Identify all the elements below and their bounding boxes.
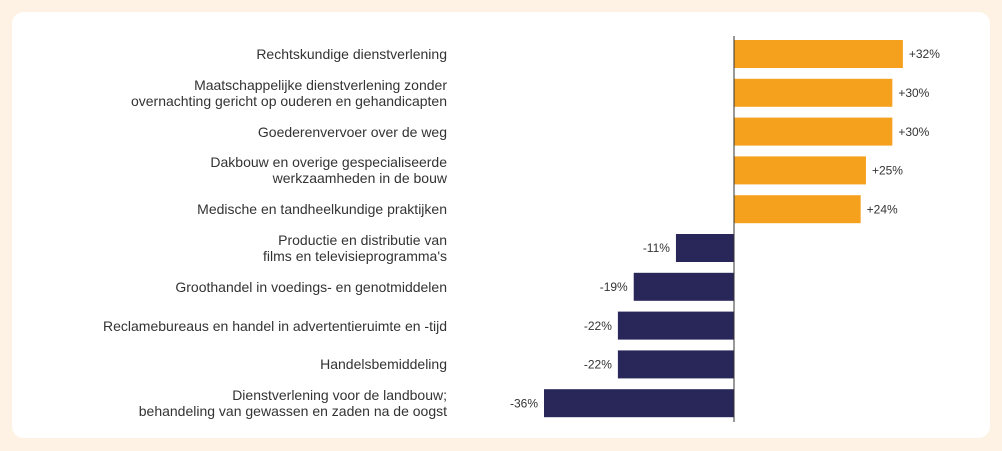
bar [675, 234, 734, 262]
category-label: Groothandel in voedings- en genotmiddele… [175, 278, 447, 295]
bar [734, 156, 866, 185]
category-label: Goederenvervoer over de weg [257, 123, 447, 140]
bar [617, 311, 734, 340]
value-label: -22% [584, 358, 612, 372]
category-label: Dakbouw en overige gespecialiseerde werk… [210, 154, 447, 187]
category-label: Reclamebureaus en handel in advertentier… [103, 317, 447, 334]
value-label: +30% [898, 125, 929, 139]
bar [734, 117, 893, 146]
value-label: -19% [600, 280, 628, 294]
value-label: -36% [510, 396, 538, 410]
value-label: +32% [909, 47, 940, 61]
value-label: -11% [643, 241, 670, 255]
value-label: +24% [867, 202, 898, 216]
bar [734, 40, 903, 68]
category-label: Maatschappelijke dienstverlening zonder … [130, 76, 447, 109]
category-label: Productie en distributie van films en te… [263, 232, 447, 264]
value-label: -22% [584, 319, 612, 333]
category-label: Rechtskundige dienstverlening [256, 46, 447, 62]
bar [617, 350, 734, 379]
value-label: +25% [872, 164, 903, 178]
category-label: Medische en tandheelkundige praktijken [197, 201, 447, 218]
bar [633, 272, 734, 301]
bar [734, 195, 861, 224]
bar [544, 389, 734, 418]
bar [734, 78, 893, 107]
category-label: Handelsbemiddeling [320, 356, 447, 373]
category-label: Dienstverlening voor de landbouw; behand… [138, 387, 447, 420]
value-label: +30% [898, 86, 929, 100]
